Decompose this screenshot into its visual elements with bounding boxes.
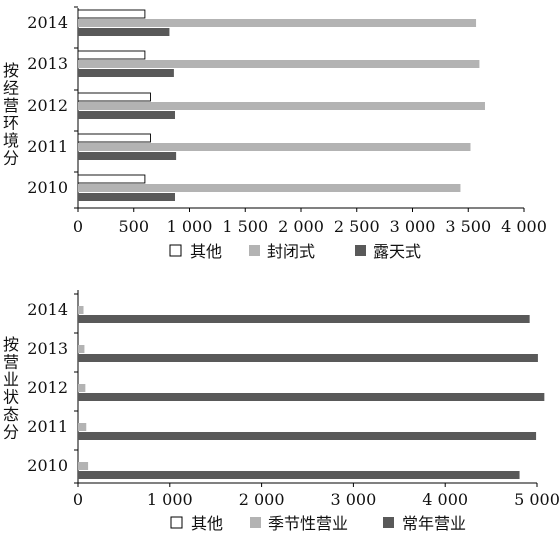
bar-3	[78, 69, 174, 77]
bar-3	[78, 354, 538, 362]
chart-panel-1: 0 500 1 000 1 500 2 000 2 500 3 000 3 500 4 000 2…	[3, 6, 547, 261]
legend-label: 封闭式	[267, 242, 315, 261]
category-label: 2011	[27, 137, 68, 156]
legend-label: 其他	[191, 514, 223, 533]
bar-3	[78, 315, 530, 323]
y-axis-label-char: 境	[3, 131, 19, 150]
legend: 其他 封闭式 露天式	[169, 242, 421, 261]
bar-3	[78, 193, 176, 201]
legend-swatch	[383, 517, 394, 528]
bar-1	[77, 92, 151, 102]
category-label: 2010	[27, 178, 68, 197]
y-axis-label-char: 环	[3, 114, 19, 133]
x-tick-label: 3 000	[390, 217, 436, 236]
legend: 其他 季节性营业 常年营业	[170, 514, 466, 533]
bar-2	[78, 19, 477, 27]
x-tick-label: 1 500	[222, 217, 268, 236]
bar-2	[78, 384, 86, 392]
y-axis-label-char: 按	[3, 335, 19, 354]
category-label: 2011	[27, 417, 68, 436]
bar-1	[77, 9, 146, 19]
bar-2	[78, 423, 87, 431]
bar-3	[78, 393, 545, 401]
legend-swatch	[355, 245, 366, 256]
x-tick-label: 4 000	[501, 217, 547, 236]
y-axis-label-char: 业	[3, 370, 19, 389]
y-axis-label-char: 状	[3, 388, 19, 407]
x-tick-label: 2 000	[239, 490, 285, 509]
legend-swatch	[250, 517, 261, 528]
x-tick-label: 500	[118, 217, 149, 236]
chart-panel-2: 0 1 000 2 000 3 000 4 000 5 000 2014 2013 2012 20…	[3, 290, 559, 533]
x-tick-label: 1 000	[167, 217, 213, 236]
category-label: 2013	[27, 339, 68, 358]
y-axis-label-char: 态	[3, 405, 19, 424]
bar-1	[77, 174, 146, 184]
bar-3	[78, 432, 537, 440]
y-axis-label-char: 经	[3, 79, 19, 98]
legend-label: 季节性营业	[268, 514, 348, 533]
x-tick-label: 0	[73, 490, 83, 509]
bar-2	[78, 143, 471, 151]
category-label: 2014	[27, 300, 68, 319]
category-label: 2012	[27, 96, 68, 115]
x-tick-label: 2 000	[278, 217, 324, 236]
legend-label: 其他	[190, 242, 222, 261]
bar-3	[78, 152, 177, 160]
bar-3	[78, 111, 176, 119]
x-tick-label: 3 500	[445, 217, 491, 236]
y-axis-label-char: 分	[3, 149, 19, 168]
legend-label: 露天式	[373, 242, 421, 261]
x-tick-label: 0	[73, 217, 83, 236]
bar-2	[78, 345, 85, 353]
legend-swatch	[249, 245, 260, 256]
x-tick-label: 1 000	[147, 490, 193, 509]
legend-label: 常年营业	[402, 514, 466, 533]
legend-swatch	[170, 516, 183, 529]
bar-1	[77, 133, 151, 143]
bar-2	[78, 102, 485, 110]
bar-2	[78, 306, 84, 314]
x-tick-label: 2 500	[334, 217, 380, 236]
y-axis-label-char: 营	[3, 353, 19, 372]
category-label: 2014	[27, 13, 68, 32]
bar-2	[78, 184, 461, 192]
bar-3	[78, 471, 520, 479]
bar-1	[77, 50, 146, 60]
y-axis-label-char: 按	[3, 61, 19, 80]
bar-2	[78, 60, 480, 68]
x-tick-label: 3 000	[330, 490, 376, 509]
category-label: 2010	[27, 456, 68, 475]
bar-3	[78, 28, 170, 36]
bar-2	[78, 462, 89, 470]
category-label: 2012	[27, 378, 68, 397]
y-axis-label-char: 分	[3, 423, 19, 442]
legend-swatch	[169, 244, 182, 257]
x-tick-label: 5 000	[514, 490, 559, 509]
x-tick-label: 4 000	[422, 490, 468, 509]
y-axis-label-char: 营	[3, 96, 19, 115]
category-label: 2013	[27, 54, 68, 73]
